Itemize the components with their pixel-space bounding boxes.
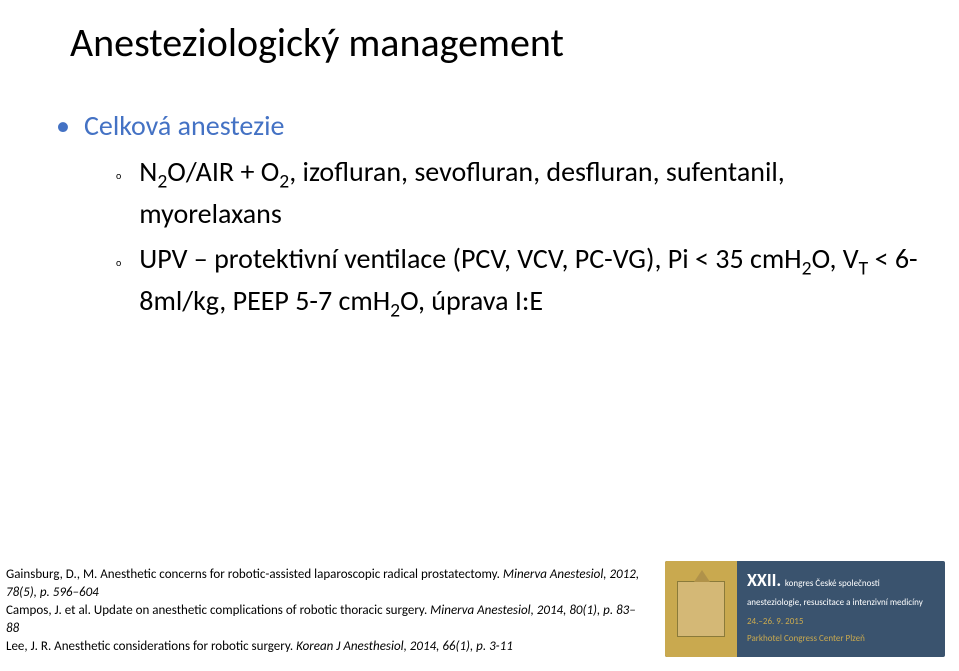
congress-logo: XXII. kongres České společnosti anestezi… (665, 561, 945, 657)
logo-text-area: XXII. kongres České společnosti anestezi… (737, 561, 945, 657)
main-bullet-text: Celková anestezie (84, 109, 285, 143)
logo-roman-numeral: XXII. (747, 569, 781, 591)
references-block: Gainsburg, D., M. Anesthetic concerns fo… (0, 566, 640, 657)
reference-2: Campos, J. et al. Update on anesthetic c… (6, 602, 640, 637)
reference-1: Gainsburg, D., M. Anesthetic concerns fo… (6, 566, 640, 601)
slide-title: Anesteziologický management (70, 18, 919, 67)
slide-container: Anesteziologický management • Celková an… (0, 0, 959, 671)
sub-bullet-2-text: UPV – protektivní ventilace (PCV, VCV, P… (139, 240, 919, 324)
sub-bullet-2: o UPV – protektivní ventilace (PCV, VCV,… (116, 240, 919, 324)
sub-bullet-1: o N2O/AIR + O2, izofluran, sevofluran, d… (116, 153, 919, 233)
circle-marker-icon: o (116, 169, 121, 182)
bullet-marker-icon: • (56, 109, 70, 143)
reference-3: Lee, J. R. Anesthetic considerations for… (6, 638, 640, 656)
logo-building-icon (665, 561, 737, 657)
circle-marker-icon: o (116, 256, 121, 269)
logo-date: 24.–26. 9. 2015 (747, 616, 935, 627)
main-bullet: • Celková anestezie (56, 109, 919, 143)
sub-bullet-1-text: N2O/AIR + O2, izofluran, sevofluran, des… (139, 153, 919, 233)
logo-venue: Parkhotel Congress Center Plzeň (747, 633, 935, 644)
